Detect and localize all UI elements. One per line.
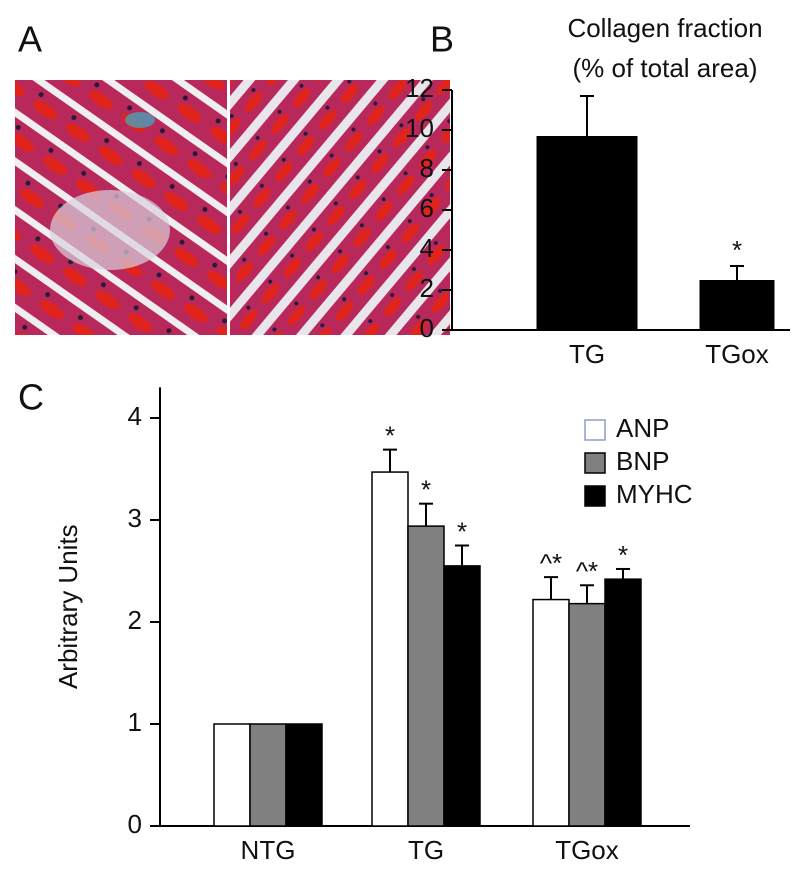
- annotation: *: [457, 516, 467, 546]
- bar: [568, 602, 606, 827]
- x-tick-label: TG: [569, 339, 605, 369]
- legend-label: BNP: [616, 446, 669, 476]
- y-tick-label: 2: [128, 605, 142, 635]
- panel-label: A: [18, 19, 42, 60]
- bar: [407, 525, 445, 827]
- y-tick-label: 4: [420, 233, 434, 263]
- y-axis-label: Arbitrary Units: [53, 524, 83, 689]
- bar: [443, 565, 481, 827]
- y-tick-label: 0: [128, 809, 142, 839]
- x-tick-label: TG: [408, 835, 444, 865]
- x-tick-label: NTG: [241, 835, 296, 865]
- annotation: ^*: [540, 548, 562, 578]
- y-tick-label: 3: [128, 503, 142, 533]
- legend-swatch: [584, 419, 606, 441]
- bar: [532, 598, 570, 827]
- y-tick-label: 0: [420, 313, 434, 343]
- y-tick-label: 8: [420, 153, 434, 183]
- y-tick-label: 12: [405, 73, 434, 103]
- legend-swatch: [584, 452, 606, 474]
- annotation: *: [385, 420, 395, 450]
- bar: [285, 723, 323, 827]
- chart-title: Collagen fraction: [567, 13, 762, 43]
- y-tick-label: 1: [128, 707, 142, 737]
- x-tick-label: TGox: [705, 339, 769, 369]
- bar: [699, 280, 775, 330]
- annotation: ^*: [576, 556, 598, 586]
- annotation: *: [618, 540, 628, 570]
- y-tick-label: 10: [405, 113, 434, 143]
- y-tick-label: 2: [420, 273, 434, 303]
- bar: [371, 471, 409, 827]
- legend-swatch: [584, 485, 606, 507]
- y-tick-label: 6: [420, 193, 434, 223]
- legend-label: ANP: [616, 413, 669, 443]
- x-tick-label: TGox: [555, 835, 619, 865]
- legend-label: MYHC: [616, 479, 693, 509]
- histology-images: [15, 80, 450, 335]
- annotation: *: [421, 475, 431, 505]
- panel-label: C: [18, 377, 44, 418]
- panel-label: B: [430, 19, 454, 60]
- bar: [213, 723, 251, 827]
- chart-subtitle: (% of total area): [573, 53, 758, 83]
- bar: [249, 723, 287, 827]
- annotation: *: [732, 235, 742, 265]
- bar: [604, 578, 642, 827]
- y-tick-label: 4: [128, 401, 142, 431]
- bar: [536, 136, 638, 330]
